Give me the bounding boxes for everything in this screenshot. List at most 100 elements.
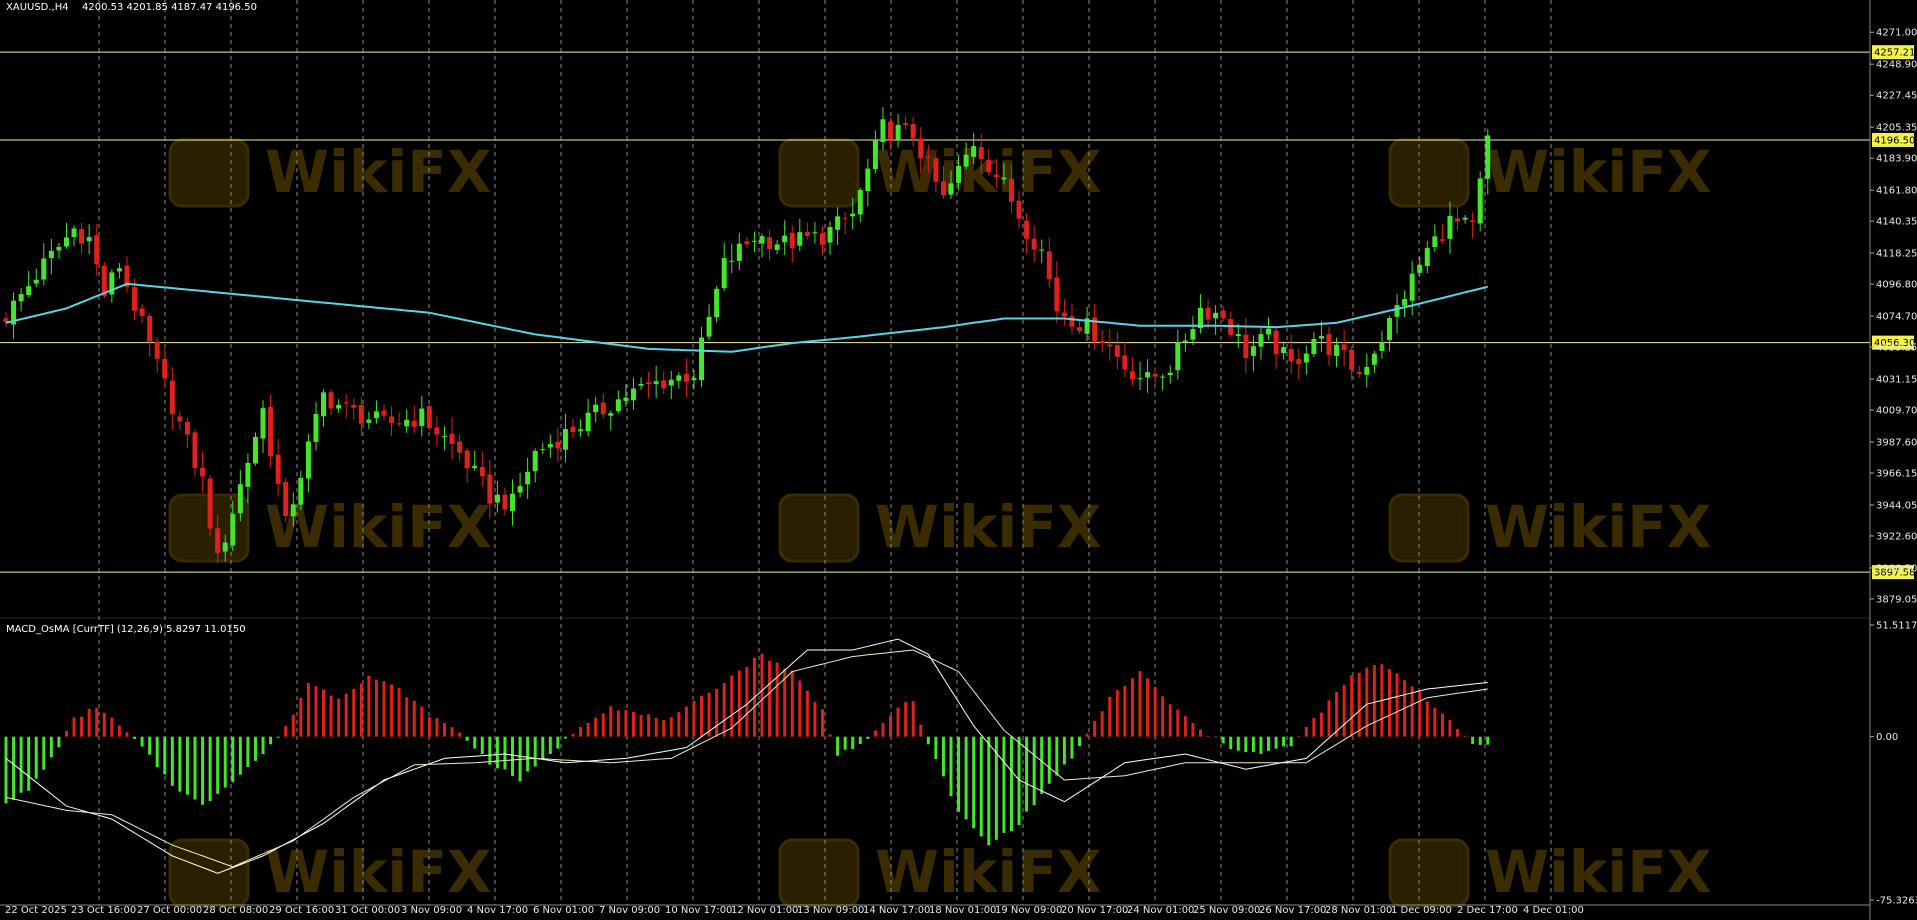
candle-body [328,392,334,409]
time-axis-label: 2 Dec 17:00 [1457,905,1518,916]
osma-bar [745,667,749,737]
osma-bar [692,700,696,737]
candle-body [835,216,841,230]
horizontal-levels[interactable]: 4257.21 4196.50 4056.30 3897.58 [0,45,1915,580]
osma-bar [631,711,635,737]
candle-body [1182,340,1188,343]
candle-body [1114,345,1120,357]
candle-body [1311,338,1317,355]
watermark-logo-icon [778,838,860,908]
osma-bar [1168,704,1172,737]
osma-bar [836,736,840,756]
osma-bar [110,717,114,737]
osma-bar [1365,667,1369,737]
osma-bar [1047,736,1051,784]
candle-body [389,416,395,423]
osma-bar [1085,733,1089,737]
osma-bar [881,723,885,737]
candle-body [1409,273,1415,301]
osma-bar [1357,672,1361,737]
price-tick-label: 4031.15 [1876,375,1917,386]
price-tag [1872,335,1914,350]
osma-bar [1440,713,1444,737]
watermark-text: WikiFX [875,838,1102,906]
candle-body [691,378,697,381]
osma-bar [1319,712,1323,737]
osma-bar [178,736,182,792]
osma-bar [949,736,953,797]
osma-bar [480,736,484,754]
candle-body [782,235,788,243]
candle-body [305,441,311,479]
candle-body [1356,371,1362,374]
osma-bar [1456,728,1460,737]
candle-body [1296,359,1302,365]
price-axis[interactable]: 4271.00 4248.90 4227.45 4205.35 4183.90 4161.… [1870,28,1917,606]
osma-bar [185,736,189,795]
candle-body [774,244,780,250]
osma-bar [95,708,99,737]
osma-bar [1282,736,1286,747]
candle-body [1213,312,1219,319]
candle-body [139,308,145,316]
osma-bar [601,713,605,737]
time-axis[interactable]: 22 Oct 2025 23 Oct 16:00 27 Oct 00:00 28 Oc… [0,904,1870,916]
candle-body [56,246,62,251]
candle-body [1061,312,1067,317]
osma-bar [148,736,152,755]
candle-body [358,404,364,424]
watermark-logo-icon [1388,138,1470,208]
candle-body [192,432,198,469]
osma-bar [1009,736,1013,831]
osma-bar [412,700,416,737]
price-tag-label: 3897.58 [1874,568,1915,579]
osma-bar [964,736,968,820]
osma-bar [1425,701,1429,737]
osma-bar [170,736,174,786]
candle-body [661,380,667,389]
osma-bar [1078,736,1082,747]
time-axis-label: 6 Nov 01:00 [533,905,594,916]
osma-bar [1153,687,1157,737]
osma-bar [858,736,862,745]
osma-bar [579,726,583,737]
osma-bar [163,736,167,775]
candle-body [918,138,924,159]
candle-body [487,474,493,504]
macd-axis[interactable]: 51.5117 0.00 -75.3263 [1870,621,1917,907]
candle-body [986,159,992,173]
osma-bar [1327,700,1331,737]
osma-bar [390,684,394,737]
candle-body [1205,307,1211,320]
osma-bar [1372,665,1376,737]
osma-bar [1471,736,1475,744]
candle-body [736,243,742,261]
osma-bar [80,716,84,737]
candle-body [1008,178,1014,202]
candle-body [290,504,296,517]
osma-bar [994,736,998,840]
osma-bar [1062,736,1066,765]
candle-body [1197,307,1203,329]
osma-bar [957,736,961,812]
candle-body [1379,342,1385,351]
osma-bar [27,736,31,791]
candlestick-series [3,107,1491,564]
osma-bar [594,717,598,737]
watermark-logo-icon [1388,838,1470,908]
candle-body [1447,215,1453,239]
osma-bar [208,736,212,801]
time-axis-label: 29 Oct 16:00 [269,905,334,916]
osma-bar [1130,678,1134,737]
osma-bar [873,730,877,737]
candle-body [1258,334,1264,347]
watermark-text: WikiFX [1485,493,1712,561]
candle-body [1160,376,1166,378]
candle-body [646,382,652,384]
osma-bar [42,736,46,770]
osma-bar [337,698,341,737]
osma-bar [798,680,802,737]
osma-bar [669,717,673,737]
osma-bar [616,710,620,737]
